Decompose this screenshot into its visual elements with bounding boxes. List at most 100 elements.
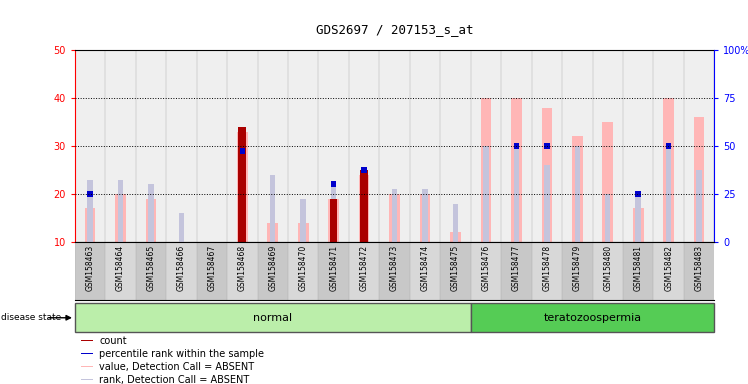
Bar [319,242,349,300]
Bar [330,199,337,290]
Bar [206,285,217,290]
Bar [636,194,641,290]
Bar [379,242,410,300]
Bar [209,285,215,290]
Text: GSM158469: GSM158469 [269,245,278,291]
Bar [88,191,93,197]
Bar [532,50,562,242]
Text: count: count [99,336,126,346]
Bar [288,242,319,300]
Bar [75,303,470,332]
Bar [501,242,532,300]
Bar [514,146,519,290]
Bar [331,184,337,290]
Bar [542,108,552,290]
Bar [392,189,397,290]
Bar [420,194,430,290]
Bar [623,242,654,300]
Text: GSM158476: GSM158476 [482,245,491,291]
Bar [239,180,245,290]
Bar [288,50,319,242]
Bar [239,148,245,154]
Text: GSM158463: GSM158463 [85,245,94,291]
Text: GSM158466: GSM158466 [177,245,186,291]
Bar [470,242,501,300]
Bar [389,194,400,290]
Bar [146,199,156,290]
Bar [562,242,592,300]
Bar [361,167,367,173]
Text: teratozoospermia: teratozoospermia [544,313,642,323]
Bar [450,232,461,290]
Bar [663,98,674,290]
Bar [298,223,308,290]
Text: normal: normal [253,313,292,323]
Text: GSM158472: GSM158472 [360,245,369,291]
Bar [654,50,684,242]
Text: GSM158471: GSM158471 [329,245,338,291]
Bar [88,180,93,290]
Bar [75,50,105,242]
Bar [82,353,93,354]
Text: value, Detection Call = ABSENT: value, Detection Call = ABSENT [99,361,254,372]
Bar [257,242,288,300]
Bar [481,98,491,290]
Text: GSM158477: GSM158477 [512,245,521,291]
Bar [532,242,562,300]
Bar [85,209,95,290]
Bar [694,117,705,290]
Bar [572,136,583,290]
Bar [592,242,623,300]
Bar [562,50,592,242]
Bar [166,50,197,242]
Text: GSM158464: GSM158464 [116,245,125,291]
Text: percentile rank within the sample: percentile rank within the sample [99,349,264,359]
Bar [441,50,470,242]
Bar [696,170,702,290]
Bar [379,50,410,242]
Bar [361,175,367,290]
Bar [605,194,610,290]
Bar [633,209,643,290]
Bar [483,146,488,290]
Text: GSM158468: GSM158468 [238,245,247,291]
Bar [501,50,532,242]
Bar [441,242,470,300]
Bar [301,199,306,290]
Bar [666,146,672,290]
Bar [257,50,288,242]
Text: GSM158473: GSM158473 [390,245,399,291]
Bar [349,242,379,300]
Bar [135,50,166,242]
Bar [331,182,337,187]
Text: GSM158480: GSM158480 [603,245,613,291]
Text: GSM158467: GSM158467 [207,245,216,291]
Bar [319,50,349,242]
Bar [166,242,197,300]
Text: GSM158474: GSM158474 [420,245,429,291]
Bar [684,242,714,300]
Bar [359,175,370,290]
Bar [176,285,187,290]
Bar [135,242,166,300]
Bar [410,242,441,300]
Bar [237,132,248,290]
Text: GSM158475: GSM158475 [451,245,460,291]
Text: disease state: disease state [1,313,61,322]
Bar [115,194,126,290]
Bar [328,199,339,290]
Bar [268,223,278,290]
Text: GSM158478: GSM158478 [542,245,551,291]
Text: GSM158470: GSM158470 [298,245,307,291]
Bar [684,50,714,242]
Text: GSM158483: GSM158483 [695,245,704,291]
Bar [82,366,93,367]
Bar [75,242,105,300]
Bar [623,50,654,242]
Bar [544,165,550,290]
Bar [270,175,275,290]
Text: GSM158481: GSM158481 [634,245,643,291]
Bar [197,242,227,300]
Bar [470,50,501,242]
Bar [82,340,93,341]
